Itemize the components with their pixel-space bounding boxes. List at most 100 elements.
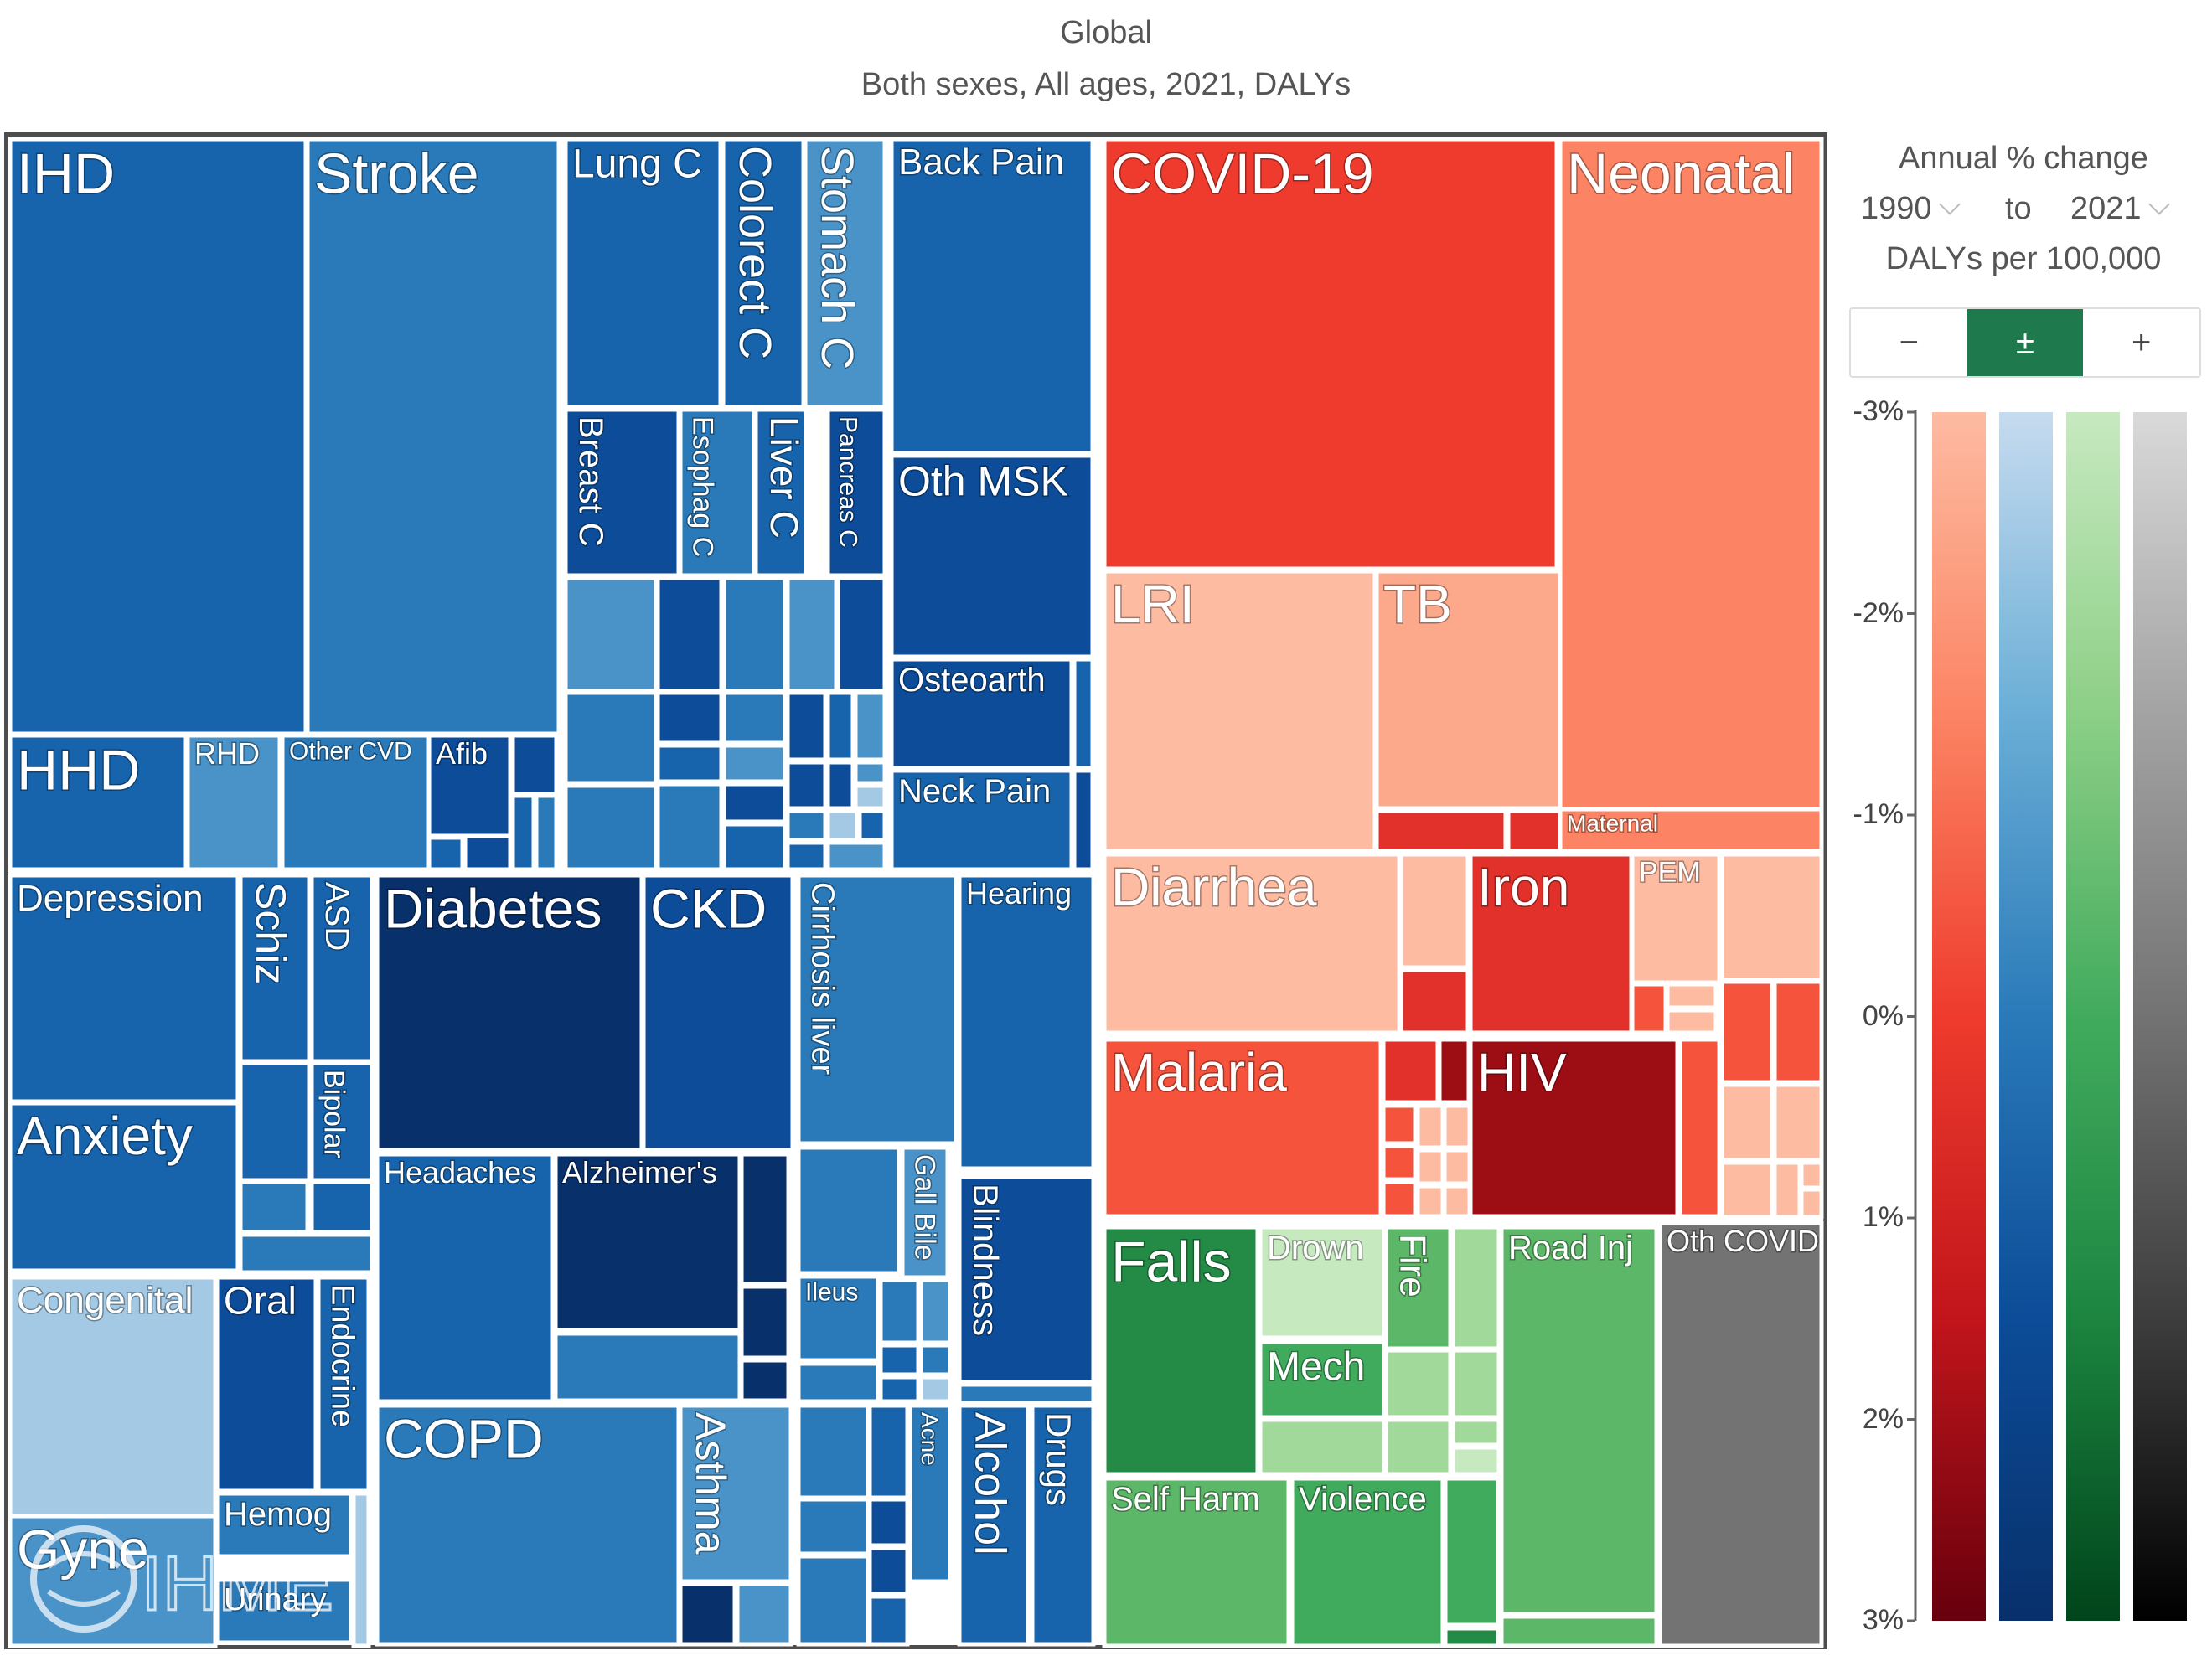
treemap-cell[interactable] xyxy=(1506,808,1563,854)
treemap-cell-ckd[interactable] xyxy=(641,873,795,1153)
treemap-cell[interactable] xyxy=(1258,1417,1387,1477)
treemap-cell[interactable] xyxy=(1383,1348,1453,1420)
treemap-cell[interactable] xyxy=(1443,1626,1501,1648)
treemap-cell[interactable] xyxy=(1665,1008,1718,1035)
treemap-cell[interactable] xyxy=(1799,1187,1824,1220)
treemap-cell-diarrhea[interactable] xyxy=(1102,852,1402,1035)
treemap-cell-lri[interactable] xyxy=(1102,569,1377,854)
treemap-cell-schiz[interactable] xyxy=(238,873,312,1064)
treemap-cell-mech[interactable] xyxy=(1258,1339,1387,1420)
treemap-cell[interactable] xyxy=(957,1382,1096,1406)
treemap-cell-iron[interactable] xyxy=(1468,852,1634,1035)
treemap-cell[interactable] xyxy=(1443,1476,1501,1628)
treemap-cell-colorect-c[interactable] xyxy=(721,137,806,410)
treemap-cell-congenital[interactable] xyxy=(8,1275,218,1519)
treemap-cell-road-inj[interactable] xyxy=(1499,1225,1659,1617)
treemap-cell[interactable] xyxy=(825,840,887,872)
treemap-cell[interactable] xyxy=(918,1277,953,1345)
treemap-cell[interactable] xyxy=(1450,1417,1501,1447)
treemap-cell-hearing[interactable] xyxy=(957,873,1096,1171)
treemap-cell[interactable] xyxy=(309,1179,375,1235)
treemap-cell[interactable] xyxy=(1719,1082,1775,1163)
treemap-cell-acne[interactable] xyxy=(907,1403,953,1584)
treemap-cell[interactable] xyxy=(796,1145,902,1276)
treemap-cell-blindness[interactable] xyxy=(957,1174,1096,1385)
treemap-cell[interactable] xyxy=(1665,982,1718,1010)
treemap-cell-urinary[interactable] xyxy=(214,1577,354,1645)
treemap-cell[interactable] xyxy=(238,1232,375,1275)
treemap-cell[interactable] xyxy=(1381,1103,1418,1146)
treemap-cell[interactable] xyxy=(1442,1184,1472,1219)
treemap-cell[interactable] xyxy=(1072,657,1095,771)
treemap-cell-alcohol[interactable] xyxy=(957,1403,1031,1647)
treemap-cell[interactable] xyxy=(238,1179,310,1235)
treemap-cell-other-cvd[interactable] xyxy=(280,733,432,872)
treemap-cell-covid-19[interactable] xyxy=(1102,137,1559,571)
treemap-cell[interactable] xyxy=(426,835,465,872)
treemap-cell-neonatal[interactable] xyxy=(1558,137,1824,812)
treemap-cell-stomach-c[interactable] xyxy=(803,137,887,410)
treemap-cell-self-harm[interactable] xyxy=(1102,1476,1291,1648)
treemap-cell[interactable] xyxy=(1677,1037,1722,1219)
treemap-cell-violence[interactable] xyxy=(1289,1476,1445,1648)
treemap-cell[interactable] xyxy=(867,1497,910,1548)
treemap-cell[interactable] xyxy=(553,1331,742,1403)
treemap-cell[interactable] xyxy=(1450,1225,1501,1351)
treemap-cell[interactable] xyxy=(878,1375,921,1404)
treemap-cell-liver-c[interactable] xyxy=(753,407,809,578)
treemap-cell-hemog[interactable] xyxy=(214,1491,354,1559)
treemap-cell[interactable] xyxy=(721,575,788,694)
treemap-cell-gall-bile[interactable] xyxy=(900,1145,950,1280)
year-from-select[interactable]: 1990 xyxy=(1861,191,1961,227)
treemap-cell[interactable] xyxy=(534,793,559,872)
treemap-cell[interactable] xyxy=(1719,852,1824,983)
treemap-cell-afib[interactable] xyxy=(426,733,513,838)
treemap-cell[interactable] xyxy=(563,690,659,786)
treemap-cell-stroke[interactable] xyxy=(305,137,561,736)
treemap-cell-esophag-c[interactable] xyxy=(678,407,757,578)
toggle-increase-button[interactable]: + xyxy=(2083,309,2199,376)
treemap-cell[interactable] xyxy=(785,760,828,811)
treemap-cell[interactable] xyxy=(1772,1160,1802,1220)
treemap-cell[interactable] xyxy=(785,575,839,694)
treemap-cell[interactable] xyxy=(853,760,887,786)
treemap-cell-oth-msk[interactable] xyxy=(889,453,1095,659)
treemap-cell[interactable] xyxy=(918,1375,953,1404)
treemap-cell[interactable] xyxy=(825,690,855,762)
treemap-cell-hhd[interactable] xyxy=(8,733,189,872)
treemap-cell[interactable] xyxy=(796,1403,871,1500)
treemap-cell[interactable] xyxy=(1398,967,1470,1035)
treemap-cell[interactable] xyxy=(739,1358,791,1403)
treemap-cell-fire[interactable] xyxy=(1383,1225,1453,1351)
treemap-cell[interactable] xyxy=(867,1403,910,1500)
treemap-cell[interactable] xyxy=(721,743,788,784)
treemap-cell[interactable] xyxy=(867,1594,910,1647)
treemap-cell[interactable] xyxy=(678,1581,737,1647)
treemap-cell[interactable] xyxy=(1772,1082,1824,1163)
treemap-cell[interactable] xyxy=(1799,1160,1824,1190)
treemap-cell-diabetes[interactable] xyxy=(375,873,644,1153)
treemap-cell[interactable] xyxy=(1072,768,1095,872)
treemap-cell[interactable] xyxy=(1719,1160,1775,1220)
treemap-cell[interactable] xyxy=(721,782,788,824)
treemap-cell[interactable] xyxy=(1450,1445,1501,1477)
treemap-cell-asthma[interactable] xyxy=(678,1403,793,1584)
treemap-cell[interactable] xyxy=(1398,852,1470,970)
treemap-cell[interactable] xyxy=(739,1284,791,1360)
treemap-cell[interactable] xyxy=(835,575,887,694)
treemap-cell-headaches[interactable] xyxy=(375,1152,556,1404)
treemap-cell-ihd[interactable] xyxy=(8,137,308,736)
treemap-cell[interactable] xyxy=(739,1152,791,1287)
treemap-cell-endocrine[interactable] xyxy=(316,1275,371,1493)
treemap-cell[interactable] xyxy=(655,743,724,784)
treemap-cell[interactable] xyxy=(563,575,659,694)
treemap-cell-pem[interactable] xyxy=(1630,852,1722,985)
toggle-both-button[interactable]: ± xyxy=(1967,309,2084,376)
treemap-cell[interactable] xyxy=(510,793,536,872)
treemap-cell-tb[interactable] xyxy=(1374,569,1563,811)
treemap-cell-drugs[interactable] xyxy=(1030,1403,1096,1647)
treemap-cell-lung-c[interactable] xyxy=(563,137,723,410)
treemap-cell[interactable] xyxy=(735,1581,793,1647)
treemap-cell[interactable] xyxy=(563,783,659,872)
treemap-cell[interactable] xyxy=(1415,1184,1445,1219)
